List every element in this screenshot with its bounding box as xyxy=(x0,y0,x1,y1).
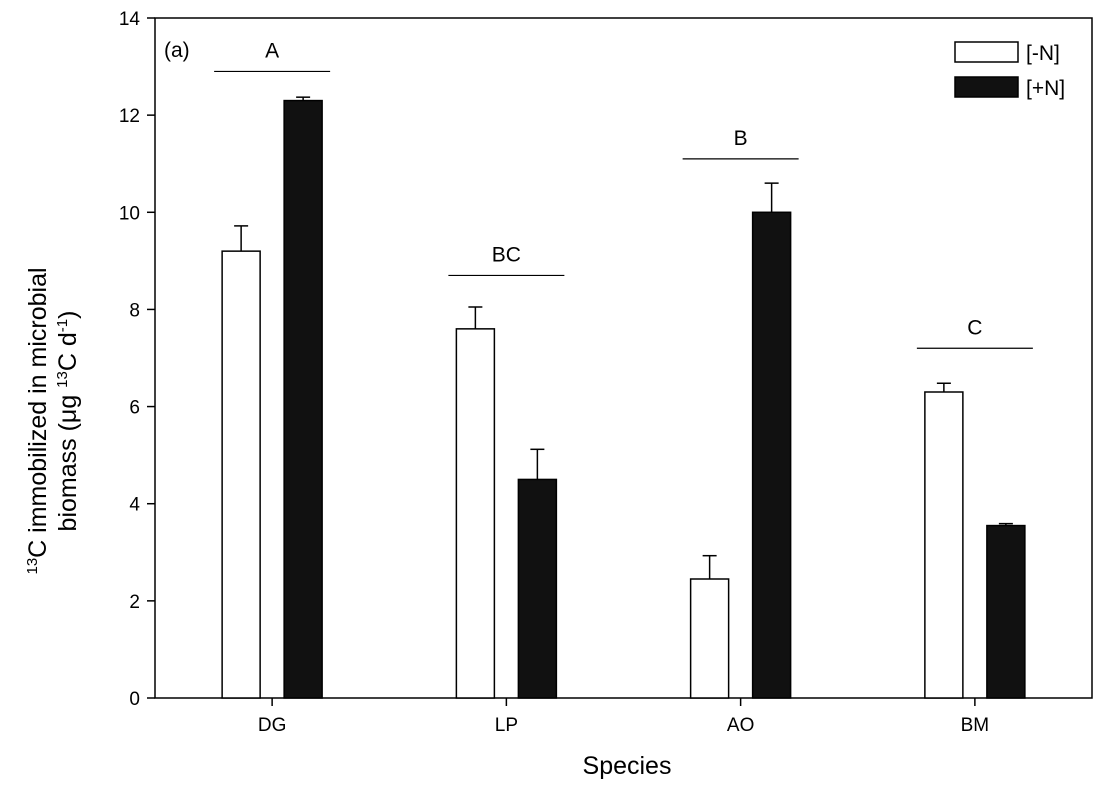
bar-ao-minus-n xyxy=(689,578,730,699)
error-bar-ao-plus-n xyxy=(764,182,779,213)
y-axis-title: 13C immobilized in microbial biomass (μg… xyxy=(24,267,82,574)
bar-dg-plus-n xyxy=(283,99,323,699)
y-title-line1: C immobilized in microbial xyxy=(24,267,52,557)
y-title-sup-2: 13 xyxy=(54,371,71,388)
y-tick-label-2: 2 xyxy=(129,592,140,613)
x-tick-label-dg: DG xyxy=(258,715,287,736)
y-title-line2-b: C d xyxy=(54,332,82,371)
bars-group xyxy=(221,99,1026,699)
bar-ao-plus-n xyxy=(751,211,792,699)
y-axis-ticks: 0 2 4 6 8 10 12 14 xyxy=(119,9,155,710)
error-bar-lp-plus-n xyxy=(530,448,545,480)
y-title-line2-a: biomass (μg xyxy=(54,388,82,532)
y-title-line2-c: ) xyxy=(54,311,82,319)
x-tick-label-lp: LP xyxy=(495,715,518,736)
plot-frame xyxy=(154,17,1093,699)
x-tick-label-bm: BM xyxy=(961,715,990,736)
svg-text:biomass (μg 13C d-1): biomass (μg 13C d-1) xyxy=(54,311,82,532)
panel-label: (a) xyxy=(164,39,190,62)
error-bar-dg-minus-n xyxy=(234,225,249,252)
y-title-sup-3: -1 xyxy=(54,319,71,332)
x-tick-label-ao: AO xyxy=(727,715,754,736)
legend-swatch-minus-n xyxy=(954,41,1019,63)
group-letter-dg: A xyxy=(265,39,279,62)
y-tick-label-6: 6 xyxy=(129,398,140,419)
error-bar-lp-minus-n xyxy=(468,306,483,329)
y-tick-label-8: 8 xyxy=(129,300,140,321)
bar-lp-minus-n xyxy=(455,328,496,699)
y-tick-label-12: 12 xyxy=(119,106,140,127)
y-tick-label-4: 4 xyxy=(129,495,140,516)
y-tick-label-0: 0 xyxy=(129,689,140,710)
group-letter-lp: BC xyxy=(492,243,521,266)
y-title-sup-1: 13 xyxy=(24,558,41,575)
svg-text:13C immobilized in microbial: 13C immobilized in microbial xyxy=(24,267,52,574)
error-bar-bm-minus-n xyxy=(936,382,951,392)
legend-label-minus-n: [-N] xyxy=(1026,42,1060,65)
group-letter-ao: B xyxy=(734,127,748,150)
error-bars-group xyxy=(234,96,1013,579)
y-tick-label-10: 10 xyxy=(119,203,140,224)
legend-swatch-plus-n xyxy=(954,76,1019,98)
legend-label-plus-n: [+N] xyxy=(1026,77,1065,100)
legend: [-N] [+N] xyxy=(954,41,1065,100)
error-bar-dg-plus-n xyxy=(296,96,311,101)
group-letter-bm: C xyxy=(967,316,982,339)
y-tick-label-14: 14 xyxy=(119,9,141,30)
bar-dg-minus-n xyxy=(221,250,261,699)
x-axis-ticks: DG LP AO BM xyxy=(258,698,989,736)
bar-lp-plus-n xyxy=(517,478,558,699)
bar-bm-minus-n xyxy=(924,391,964,699)
error-bar-ao-minus-n xyxy=(702,554,717,579)
bar-bm-plus-n xyxy=(986,524,1026,699)
error-bar-bm-plus-n xyxy=(998,522,1013,526)
x-axis-title: Species xyxy=(583,752,672,780)
